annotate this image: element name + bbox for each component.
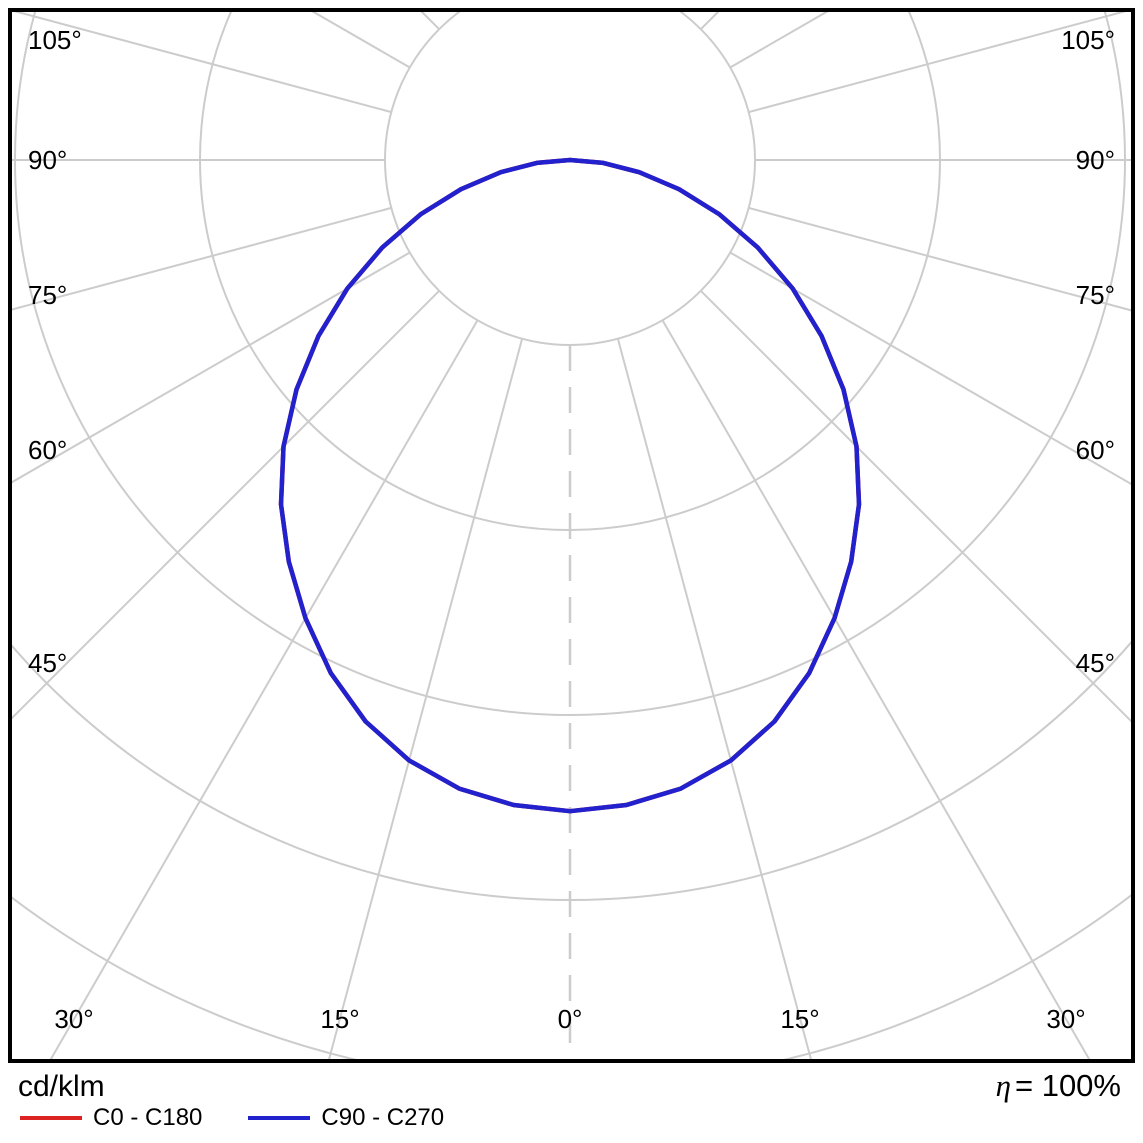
- angle-label-bottom: 15°: [320, 1004, 359, 1034]
- angle-label-bottom: 30°: [54, 1004, 93, 1034]
- curve-c90-c270: [278, 157, 862, 814]
- legend-label-c90-c270: C90 - C270: [321, 1104, 445, 1131]
- legend-label-c0-c180: C0 - C180: [93, 1104, 203, 1131]
- grid-radial-line: [12, 206, 392, 311]
- grid-radial-line: [729, 251, 1131, 486]
- angle-label-left: 45°: [28, 648, 67, 678]
- legend: C0 - C180 C90 - C270: [20, 1104, 444, 1132]
- efficiency-label: η = 100%: [996, 1068, 1121, 1104]
- grid-ring: [12, 640, 1131, 901]
- angle-label-left: 75°: [28, 280, 67, 310]
- grid-radial-line: [700, 290, 1131, 723]
- legend-item-c90-c270: C90 - C270: [248, 1104, 444, 1132]
- grid-ring: [384, 12, 756, 346]
- legend-line-c0-c180: [20, 1116, 82, 1120]
- angle-label-right: 60°: [1076, 435, 1115, 465]
- grid-radial-line: [13, 12, 392, 114]
- angle-label-bottom: 15°: [780, 1004, 819, 1034]
- angle-label-right: 105°: [1061, 25, 1115, 55]
- angle-label-right: 90°: [1076, 145, 1115, 175]
- grid-radial-line: [748, 12, 1127, 114]
- unit-label: cd/klm: [18, 1070, 105, 1103]
- legend-item-c0-c180: C0 - C180: [20, 1104, 202, 1132]
- eta-symbol: η: [995, 1068, 1011, 1103]
- angle-label-right: 75°: [1076, 280, 1115, 310]
- grid-radial-line: [748, 206, 1131, 312]
- polar-chart-canvas: 105° 90° 75° 60° 45° 105° 90° 75° 60° 45° 30° 15° 0°…: [12, 12, 1131, 1059]
- angle-label-bottom: 0°: [558, 1004, 583, 1034]
- grid-radial-line: [12, 251, 411, 484]
- grid-radial-line: [12, 290, 440, 720]
- grid-radial-line: [328, 338, 524, 1059]
- grid-ring: [12, 893, 1131, 1059]
- grid-radial-line: [661, 319, 1091, 1059]
- angle-label-right: 45°: [1076, 648, 1115, 678]
- polar-chart-frame: 105° 90° 75° 60° 45° 105° 90° 75° 60° 45° 30° 15° 0°…: [8, 8, 1135, 1063]
- grid-radial-line: [49, 319, 479, 1059]
- angle-label-bottom: 30°: [1046, 1004, 1085, 1034]
- legend-line-c90-c270: [248, 1116, 311, 1120]
- angle-label-left: 60°: [28, 435, 67, 465]
- eta-value: = 100%: [1014, 1068, 1121, 1103]
- angle-label-left: 90°: [28, 145, 67, 175]
- angle-label-left: 105°: [28, 25, 82, 55]
- grid-radial-line: [616, 338, 812, 1059]
